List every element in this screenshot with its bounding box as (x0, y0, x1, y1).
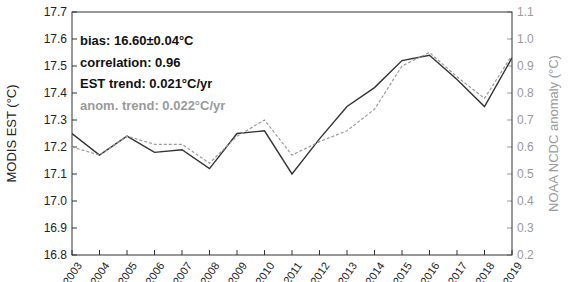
x-tick (292, 250, 293, 255)
y-axis-label: MODIS EST (°C) (4, 84, 19, 182)
y-tick-label: 17.2 (44, 140, 68, 154)
x-tick (484, 250, 485, 255)
y-tick-label: 17.6 (44, 32, 68, 46)
x-tick (237, 250, 238, 255)
x-tick (457, 250, 458, 255)
x-tick (209, 250, 210, 255)
y2-tick (507, 201, 512, 202)
y2-tick-label: 0.7 (517, 113, 534, 127)
x-tick-label: 2014 (363, 260, 387, 282)
annotation: anom. trend: 0.022°C/yr (80, 98, 225, 113)
x-tick-label: 2008 (198, 260, 222, 282)
annotation: EST trend: 0.021°C/yr (80, 76, 212, 91)
x-tick (182, 250, 183, 255)
x-tick-label: 2019 (500, 260, 524, 282)
y-tick (72, 120, 77, 121)
x-tick (374, 250, 375, 255)
y-tick-label: 16.9 (44, 221, 68, 235)
x-tick-label: 2009 (225, 260, 249, 282)
x-tick-label: 2018 (473, 260, 497, 282)
x-tick-label: 2011 (281, 260, 304, 282)
y-tick-label: 17.1 (44, 167, 68, 181)
y-tick-label: 16.8 (44, 248, 68, 262)
y2-tick-label: 0.2 (517, 248, 534, 262)
annotation: correlation: 0.96 (80, 55, 180, 70)
y-tick (72, 39, 77, 40)
y-tick (72, 228, 77, 229)
y2-tick (507, 228, 512, 229)
x-tick-label: 2003 (60, 260, 84, 282)
y-tick (72, 66, 77, 67)
x-tick (264, 250, 265, 255)
x-tick (154, 250, 155, 255)
y-tick-label: 17.0 (44, 194, 68, 208)
y2-tick-label: 0.3 (517, 221, 534, 235)
y2-tick-label: 0.4 (517, 194, 534, 208)
y2-tick-label: 1.0 (517, 32, 534, 46)
x-tick-label: 2015 (390, 260, 414, 282)
x-tick-label: 2010 (253, 260, 277, 282)
x-tick-label: 2006 (143, 260, 167, 282)
y2-tick (507, 39, 512, 40)
x-tick (402, 250, 403, 255)
x-tick-label: 2005 (115, 260, 139, 282)
y2-tick-label: 1.1 (517, 5, 534, 19)
y2-tick-label: 0.5 (517, 167, 534, 181)
x-tick-label: 2013 (335, 260, 359, 282)
y2-tick (507, 120, 512, 121)
x-tick-label: 2007 (170, 260, 194, 282)
series-group (72, 53, 512, 175)
y2-tick (507, 147, 512, 148)
x-tick (127, 250, 128, 255)
y-tick (72, 174, 77, 175)
y2-axis-label: NOAA NCDC anomaly (°C) (546, 55, 561, 212)
y-tick (72, 201, 77, 202)
y2-tick-label: 0.9 (517, 59, 534, 73)
y-tick-label: 17.7 (44, 5, 68, 19)
y2-tick-label: 0.6 (517, 140, 534, 154)
series-line (72, 53, 512, 164)
x-tick (347, 250, 348, 255)
y2-tick (507, 93, 512, 94)
x-tick-label: 2016 (418, 260, 442, 282)
x-tick-label: 2017 (445, 260, 469, 282)
x-tick (99, 250, 100, 255)
y-tick-label: 17.3 (44, 113, 68, 127)
chart: 16.8 16.9 17.0 17.1 17.2 17.3 17.4 17.5 17.6 17.7… (0, 0, 570, 282)
y2-tick (507, 174, 512, 175)
plot-frame (72, 12, 512, 255)
x-tick (319, 250, 320, 255)
y-tick-label: 17.4 (44, 86, 68, 100)
y2-tick-label: 0.8 (517, 86, 534, 100)
x-tick-label: 2004 (88, 260, 112, 282)
y-tick (72, 93, 77, 94)
series-line (72, 55, 512, 174)
x-tick-label: 2012 (308, 260, 332, 282)
annotation: bias: 16.60±0.04°C (80, 33, 194, 48)
y-tick-label: 17.5 (44, 59, 68, 73)
x-tick (429, 250, 430, 255)
